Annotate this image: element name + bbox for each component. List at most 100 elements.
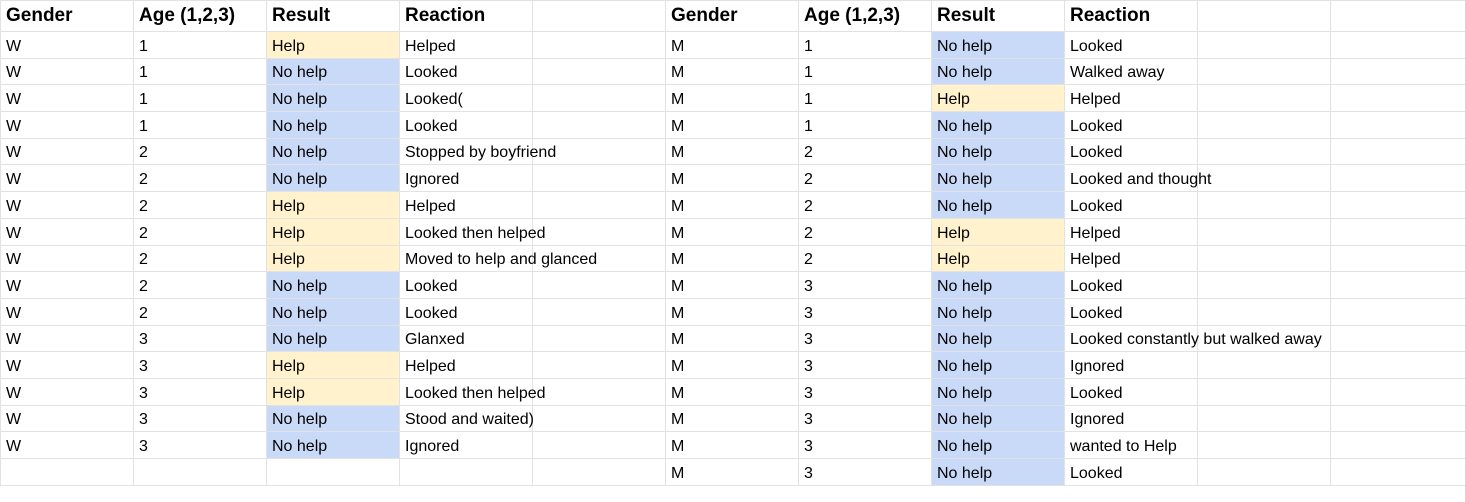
result-cell[interactable]: Help: [266, 351, 400, 379]
empty-cell[interactable]: [1330, 431, 1465, 459]
reaction-cell[interactable]: Helped: [1064, 217, 1198, 246]
age-cell[interactable]: 1: [798, 31, 932, 59]
gender-cell[interactable]: W: [0, 137, 134, 166]
result-cell[interactable]: Help: [266, 244, 400, 273]
age-cell[interactable]: 2: [133, 297, 267, 326]
reaction-cell[interactable]: Ignored: [1064, 404, 1198, 433]
empty-cell[interactable]: [1197, 31, 1331, 59]
gender-cell[interactable]: M: [665, 271, 799, 299]
result-cell[interactable]: No help: [266, 431, 400, 459]
reaction-cell[interactable]: Walked away: [1064, 57, 1198, 86]
age-cell[interactable]: 1: [798, 57, 932, 86]
empty-cell[interactable]: [532, 351, 666, 379]
reaction-cell[interactable]: Stopped by boyfriend: [399, 137, 556, 166]
gender-cell[interactable]: M: [665, 324, 799, 353]
gender-cell[interactable]: M: [665, 297, 799, 326]
reaction-cell[interactable]: Looked and thought: [1064, 164, 1211, 193]
reaction-cell[interactable]: Looked: [1064, 191, 1198, 219]
empty-cell[interactable]: [1197, 458, 1331, 486]
gender-cell[interactable]: W: [0, 431, 134, 459]
result-cell[interactable]: Help: [266, 191, 400, 219]
empty-cell[interactable]: [1330, 191, 1465, 219]
age-cell[interactable]: 1: [798, 84, 932, 113]
gender-cell[interactable]: M: [665, 164, 799, 193]
gender-cell[interactable]: W: [0, 271, 134, 299]
reaction-cell[interactable]: Ignored: [399, 431, 533, 459]
age-cell[interactable]: 3: [798, 271, 932, 299]
age-cell[interactable]: 2: [133, 271, 267, 299]
empty-cell[interactable]: [532, 377, 666, 406]
gender-cell[interactable]: W: [0, 404, 134, 433]
empty-cell[interactable]: [1330, 351, 1465, 379]
result-cell[interactable]: Help: [931, 244, 1065, 273]
age-cell[interactable]: 2: [798, 164, 932, 193]
result-cell[interactable]: No help: [931, 324, 1065, 353]
result-cell[interactable]: Help: [931, 84, 1065, 113]
header-cell[interactable]: [1197, 0, 1331, 32]
reaction-cell[interactable]: Helped: [399, 31, 533, 59]
empty-cell[interactable]: [1330, 297, 1465, 326]
gender-cell[interactable]: M: [665, 111, 799, 139]
reaction-cell[interactable]: Looked constantly but walked away: [1064, 324, 1322, 353]
empty-cell[interactable]: [1330, 324, 1465, 353]
empty-cell[interactable]: [1197, 217, 1331, 246]
result-cell[interactable]: Help: [266, 217, 400, 246]
result-cell[interactable]: No help: [931, 431, 1065, 459]
empty-cell[interactable]: [1197, 191, 1331, 219]
reaction-cell[interactable]: Ignored: [1064, 351, 1198, 379]
gender-cell[interactable]: M: [665, 137, 799, 166]
reaction-cell[interactable]: [399, 458, 533, 486]
age-cell[interactable]: 3: [133, 377, 267, 406]
header-cell[interactable]: Gender: [665, 0, 799, 32]
reaction-cell[interactable]: Looked: [399, 271, 533, 299]
age-cell[interactable]: 2: [133, 164, 267, 193]
empty-cell[interactable]: [1330, 111, 1465, 139]
reaction-cell[interactable]: Helped: [1064, 244, 1198, 273]
empty-cell[interactable]: [1330, 164, 1465, 193]
reaction-cell[interactable]: Ignored: [399, 164, 533, 193]
gender-cell[interactable]: M: [665, 431, 799, 459]
gender-cell[interactable]: M: [665, 57, 799, 86]
reaction-cell[interactable]: Looked(: [399, 84, 533, 113]
gender-cell[interactable]: W: [0, 84, 134, 113]
age-cell[interactable]: 3: [798, 297, 932, 326]
age-cell[interactable]: 3: [798, 324, 932, 353]
age-cell[interactable]: 1: [133, 57, 267, 86]
result-cell[interactable]: No help: [931, 377, 1065, 406]
empty-cell[interactable]: [532, 57, 666, 86]
result-cell[interactable]: No help: [266, 164, 400, 193]
empty-cell[interactable]: [1330, 217, 1465, 246]
age-cell[interactable]: 3: [798, 458, 932, 486]
result-cell[interactable]: No help: [266, 404, 400, 433]
age-cell[interactable]: 2: [133, 244, 267, 273]
empty-cell[interactable]: [1330, 84, 1465, 113]
empty-cell[interactable]: [1330, 271, 1465, 299]
empty-cell[interactable]: [1197, 111, 1331, 139]
reaction-cell[interactable]: Looked: [399, 111, 533, 139]
gender-cell[interactable]: M: [665, 84, 799, 113]
age-cell[interactable]: 2: [798, 191, 932, 219]
gender-cell[interactable]: M: [665, 458, 799, 486]
result-cell[interactable]: No help: [266, 111, 400, 139]
result-cell[interactable]: No help: [266, 137, 400, 166]
result-cell[interactable]: [266, 458, 400, 486]
gender-cell[interactable]: M: [665, 377, 799, 406]
reaction-cell[interactable]: Looked then helped: [399, 217, 546, 246]
reaction-cell[interactable]: Stood and waited): [399, 404, 534, 433]
reaction-cell[interactable]: Looked: [399, 57, 533, 86]
empty-cell[interactable]: [532, 31, 666, 59]
reaction-cell[interactable]: Looked: [1064, 458, 1198, 486]
age-cell[interactable]: 2: [133, 137, 267, 166]
gender-cell[interactable]: W: [0, 244, 134, 273]
header-cell[interactable]: Result: [931, 0, 1065, 32]
empty-cell[interactable]: [532, 271, 666, 299]
header-cell[interactable]: Reaction: [399, 0, 533, 32]
empty-cell[interactable]: [1197, 244, 1331, 273]
gender-cell[interactable]: W: [0, 297, 134, 326]
gender-cell[interactable]: M: [665, 217, 799, 246]
result-cell[interactable]: No help: [266, 297, 400, 326]
empty-cell[interactable]: [1197, 351, 1331, 379]
empty-cell[interactable]: [532, 404, 666, 433]
result-cell[interactable]: Help: [931, 217, 1065, 246]
header-cell[interactable]: Age (1,2,3): [798, 0, 932, 32]
